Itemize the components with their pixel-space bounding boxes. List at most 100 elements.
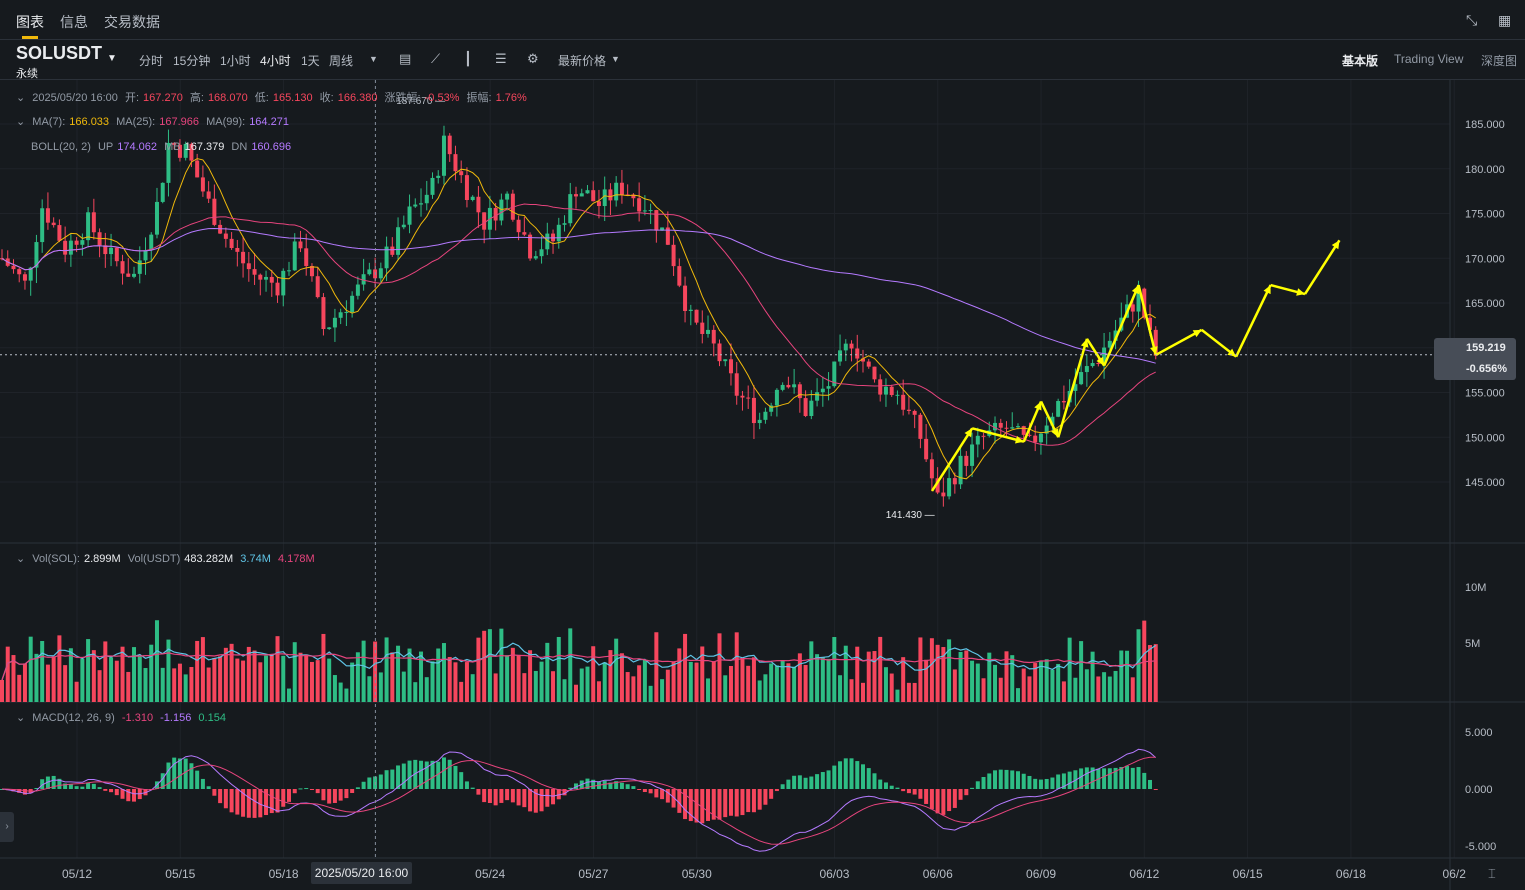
price-type-select[interactable]: 最新价格 <box>558 54 607 68</box>
expand-panel-button[interactable]: › <box>0 812 14 842</box>
macd-hist-bar <box>487 789 492 804</box>
volume-bar <box>223 647 228 702</box>
view-depth[interactable]: 深度图 <box>1481 54 1518 68</box>
price-type-chevron-icon[interactable]: ▼ <box>611 54 620 64</box>
candle-body <box>281 270 286 296</box>
volume-bar <box>717 633 722 702</box>
macd-hist-bar <box>602 780 607 789</box>
gear-icon[interactable]: ⚙ <box>527 51 539 66</box>
candle-body <box>195 160 200 178</box>
macd-hist-bar <box>264 789 269 816</box>
vol-sol-label: Vol(SOL): <box>32 553 80 565</box>
volume-bar <box>516 654 521 702</box>
macd-hist-bar <box>964 789 969 796</box>
view-tradingview[interactable]: Trading View <box>1394 52 1464 66</box>
candle-body <box>120 261 125 274</box>
macd-hist-bar <box>838 761 843 789</box>
volume-bar <box>332 675 337 702</box>
tab-info[interactable]: 信息 <box>60 14 88 30</box>
macd-hist-bar <box>419 760 424 789</box>
volume-bar <box>803 664 808 702</box>
macd-hist-bar <box>815 774 820 789</box>
volume-bar <box>482 630 487 702</box>
volume-bar <box>987 652 992 702</box>
legend-chevron-icon[interactable]: ⌄ <box>16 92 26 104</box>
axis-settings-icon[interactable]: ⌶ <box>1488 866 1496 881</box>
interval-1h[interactable]: 1小时 <box>220 54 251 68</box>
volume-bar <box>619 653 624 702</box>
projection-arrowhead <box>1080 338 1089 348</box>
volume-bar <box>499 628 504 702</box>
macd-hist-bar <box>459 772 464 789</box>
candle-body <box>298 241 303 249</box>
interval-4h[interactable]: 4小时 <box>260 54 291 68</box>
grid-layout-icon[interactable]: ▦ <box>1498 12 1512 28</box>
ma-chevron-icon[interactable]: ⌄ <box>16 116 26 128</box>
calendar-icon[interactable]: ▤ <box>399 51 412 66</box>
tab-trading-data[interactable]: 交易数据 <box>104 14 160 30</box>
macd-hist-bar <box>315 789 320 794</box>
more-intervals-icon[interactable]: ▼ <box>369 54 378 64</box>
candle-body <box>608 189 613 201</box>
macd-hist-bar <box>648 789 653 794</box>
macd-hist-bar <box>688 789 693 822</box>
indicator-icon[interactable]: ☰ <box>495 51 507 66</box>
interval-1w[interactable]: 周线 <box>329 54 354 68</box>
volume-bar <box>964 650 969 702</box>
interval-tick[interactable]: 分时 <box>139 54 164 68</box>
macd-hist-bar <box>723 789 728 818</box>
volume-bar <box>407 648 412 702</box>
collapse-icon[interactable]: ⤡ <box>1466 12 1478 28</box>
volume-bar <box>447 656 452 702</box>
macd-hist-bar <box>275 789 280 813</box>
candle-body <box>212 198 217 225</box>
macd-dif-line <box>1 748 1157 852</box>
candle-body <box>177 144 182 158</box>
active-tab-indicator <box>22 36 38 39</box>
candle-body <box>287 270 291 272</box>
candle-body <box>1153 329 1158 356</box>
projection-arrowhead <box>1331 240 1340 250</box>
chevron-down-icon[interactable]: ▼ <box>107 53 117 64</box>
macd-hist-bar <box>1010 770 1015 789</box>
interval-15m[interactable]: 15分钟 <box>173 54 211 68</box>
macd-hist-bar <box>396 765 401 789</box>
tab-chart[interactable]: 图表 <box>16 14 44 30</box>
volume-bar <box>304 654 309 702</box>
symbol-subtitle: 永续 <box>16 68 38 80</box>
volume-bar <box>424 677 429 702</box>
date-tick-label: 05/24 <box>475 867 505 881</box>
price-tick-label: 175.000 <box>1465 209 1505 221</box>
volume-bar <box>510 647 515 702</box>
volume-bar <box>143 668 148 702</box>
volume-bar <box>241 660 246 702</box>
candle-body <box>430 177 435 195</box>
macd-hist-bar <box>441 757 446 789</box>
macd-hist-bar <box>120 789 125 799</box>
candle-body <box>1113 330 1118 341</box>
candle-body <box>935 478 940 493</box>
macd-hist-bar <box>637 789 642 790</box>
candlestick-chart[interactable]: 185.000180.000175.000170.000165.000160.0… <box>0 80 1525 890</box>
candle-body <box>1107 340 1112 348</box>
candle-body <box>855 348 860 359</box>
macd-hist-bar <box>809 776 814 789</box>
symbol-name[interactable]: SOLUSDT <box>16 43 103 63</box>
macd-chevron-icon[interactable]: ⌄ <box>16 712 26 724</box>
candle-body <box>757 419 762 424</box>
volume-bar <box>229 643 234 702</box>
volume-bar <box>1102 672 1107 702</box>
volume-bar <box>441 643 446 702</box>
candle-body <box>809 400 814 417</box>
vol-chevron-icon[interactable]: ⌄ <box>16 553 26 565</box>
macd-hist-bar <box>1033 778 1038 789</box>
volume-bar <box>355 652 360 702</box>
volume-bar <box>648 685 653 702</box>
candle-body <box>545 233 550 250</box>
draw-icon[interactable]: ⟋ <box>431 51 441 66</box>
candle-type-icon[interactable]: ┃ <box>464 51 472 66</box>
macd-hist-bar <box>861 764 865 789</box>
view-basic[interactable]: 基本版 <box>1342 54 1379 68</box>
interval-1d[interactable]: 1天 <box>301 54 320 68</box>
candle-body <box>1136 288 1141 312</box>
